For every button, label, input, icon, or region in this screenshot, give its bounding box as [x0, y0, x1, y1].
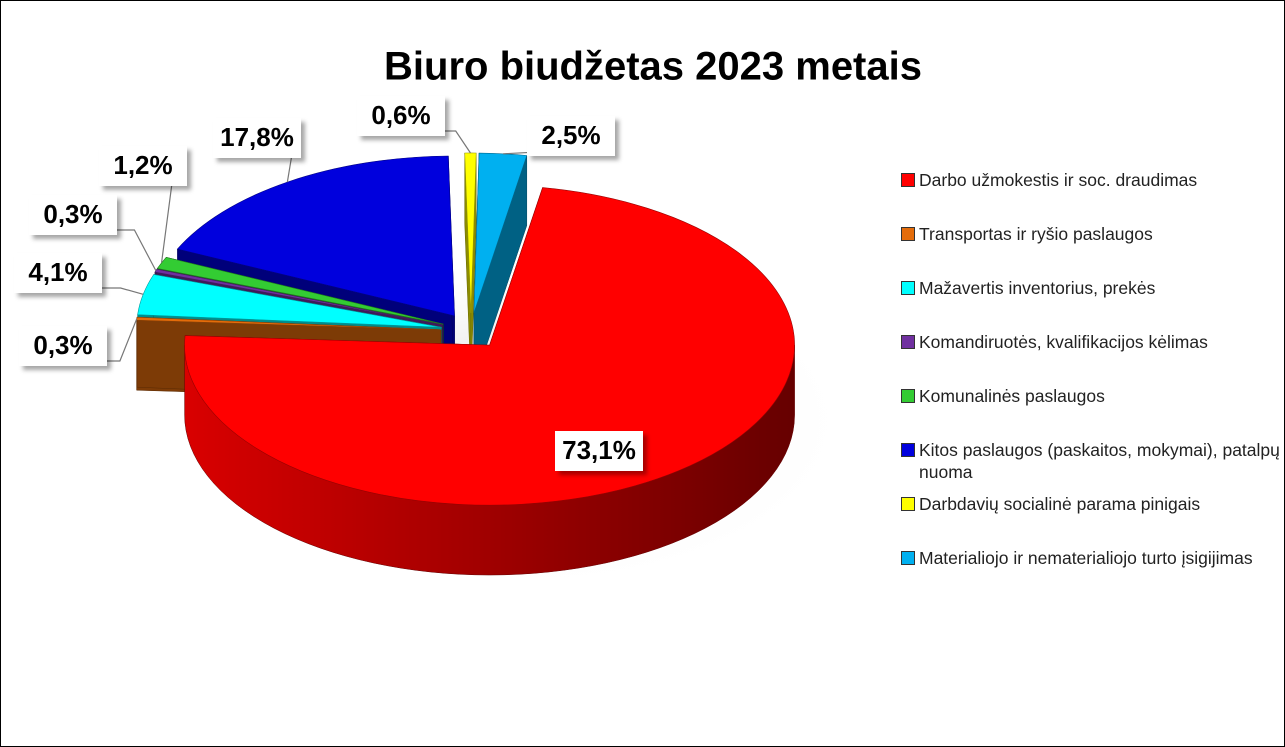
legend-item: Darbdavių socialinė parama pinigais	[901, 493, 1284, 547]
legend: Darbo užmokestis ir soc. draudimas Transp…	[901, 169, 1284, 601]
data-label: 73,1%	[562, 435, 636, 465]
legend-label: Komunalinės paslaugos	[919, 386, 1105, 406]
legend-swatch	[901, 443, 915, 457]
legend-item: Komandiruotės, kvalifikacijos kėlimas	[901, 331, 1284, 385]
data-label: 1,2%	[113, 150, 172, 180]
label-box	[213, 118, 301, 158]
leader-line	[103, 318, 138, 362]
data-label: 2,5%	[541, 120, 600, 150]
legend-swatch	[901, 389, 915, 403]
legend-label: Kitos paslaugos (paskaitos, mokymai), pa…	[919, 440, 1280, 482]
legend-item: Darbo užmokestis ir soc. draudimas	[901, 169, 1284, 223]
data-label: 4,1%	[28, 257, 87, 287]
legend-label: Komandiruotės, kvalifikacijos kėlimas	[919, 332, 1208, 352]
legend-swatch	[901, 335, 915, 349]
legend-swatch	[901, 497, 915, 511]
legend-label: Mažavertis inventorius, prekės	[919, 278, 1156, 298]
data-label: 0,6%	[371, 100, 430, 130]
legend-swatch	[901, 551, 915, 565]
label-box	[14, 253, 102, 293]
chart-title: Biuro biudžetas 2023 metais	[384, 45, 922, 89]
slice	[176, 155, 455, 317]
label-box	[357, 96, 445, 136]
slice	[184, 187, 795, 506]
legend-item: Transportas ir ryšio paslaugos	[901, 223, 1284, 277]
legend-label: Darbdavių socialinė parama pinigais	[919, 494, 1201, 514]
leader-line	[98, 287, 144, 295]
legend-label: Materialiojo ir nematerialiojo turto įsi…	[919, 548, 1253, 568]
legend-label: Transportas ir ryšio paslaugos	[919, 224, 1153, 244]
legend-item: Materialiojo ir nematerialiojo turto įsi…	[901, 547, 1284, 601]
data-label: 17,8%	[220, 122, 294, 152]
data-label: 0,3%	[43, 199, 102, 229]
legend-item: Komunalinės paslaugos	[901, 385, 1284, 439]
label-box	[555, 431, 643, 471]
leader-line	[441, 130, 471, 154]
label-box	[29, 195, 117, 235]
label-box	[99, 146, 187, 186]
legend-swatch	[901, 281, 915, 295]
legend-item: Kitos paslaugos (paskaitos, mokymai), pa…	[901, 439, 1284, 493]
legend-swatch	[901, 173, 915, 187]
slice	[473, 152, 528, 314]
legend-swatch	[901, 227, 915, 241]
label-box	[527, 116, 615, 156]
legend-label: Darbo užmokestis ir soc. draudimas	[919, 170, 1198, 190]
data-label: 0,3%	[33, 330, 92, 360]
leader-line	[113, 229, 157, 271]
legend-item: Mažavertis inventorius, prekės	[901, 277, 1284, 331]
label-box	[19, 326, 107, 366]
